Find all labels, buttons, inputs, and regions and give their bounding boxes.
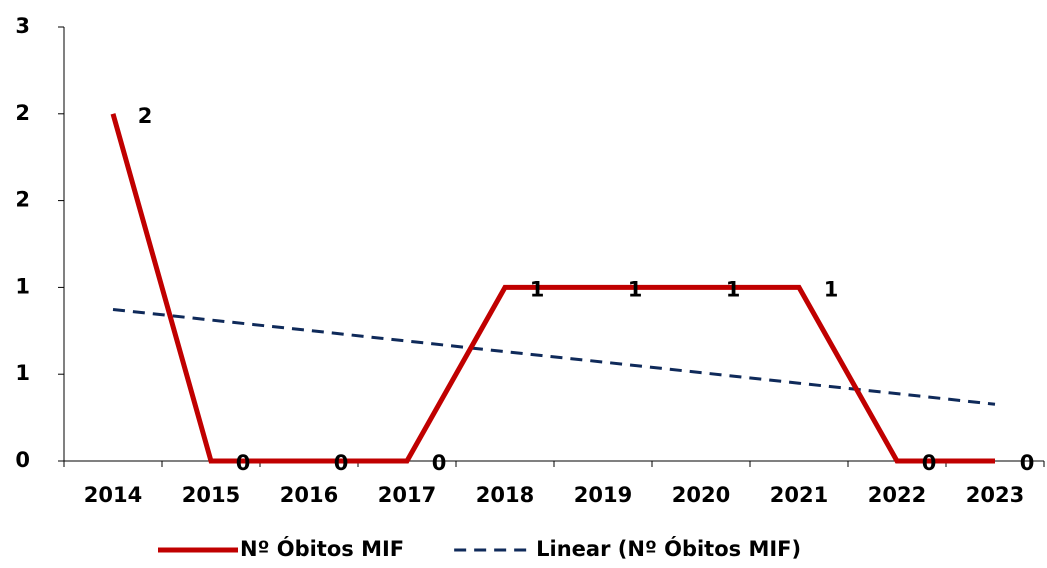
y-tick-label: 1 — [15, 361, 30, 385]
data-label: 2 — [138, 104, 153, 128]
data-label: 0 — [922, 451, 937, 475]
x-tick-label: 2017 — [378, 483, 436, 507]
y-tick-label: 2 — [15, 188, 30, 212]
series-line — [110, 113, 995, 464]
data-label: 0 — [236, 451, 251, 475]
y-tick-label: 1 — [15, 274, 30, 298]
data-label: 1 — [628, 277, 643, 301]
y-tick-label: 0 — [15, 448, 30, 472]
data-label: 1 — [726, 277, 741, 301]
y-tick-label: 3 — [15, 14, 30, 38]
x-tick-label: 2019 — [574, 483, 632, 507]
x-tick-label: 2022 — [868, 483, 926, 507]
trend-line — [112, 307, 996, 406]
x-tick-label: 2014 — [84, 483, 142, 507]
x-tick-label: 2018 — [476, 483, 534, 507]
x-tick-label: 2021 — [770, 483, 828, 507]
legend-label: Linear (Nº Óbitos MIF) — [536, 536, 801, 561]
x-tick-label: 2016 — [280, 483, 338, 507]
data-label: 0 — [334, 451, 349, 475]
legend-label: Nº Óbitos MIF — [240, 536, 404, 561]
data-label: 0 — [432, 451, 447, 475]
y-tick-label: 2 — [15, 101, 30, 125]
x-tick-label: 2015 — [182, 483, 240, 507]
data-label: 1 — [530, 277, 545, 301]
data-label: 1 — [824, 277, 839, 301]
x-tick-label: 2023 — [966, 483, 1024, 507]
data-label: 0 — [1020, 451, 1035, 475]
x-tick-label: 2020 — [672, 483, 730, 507]
